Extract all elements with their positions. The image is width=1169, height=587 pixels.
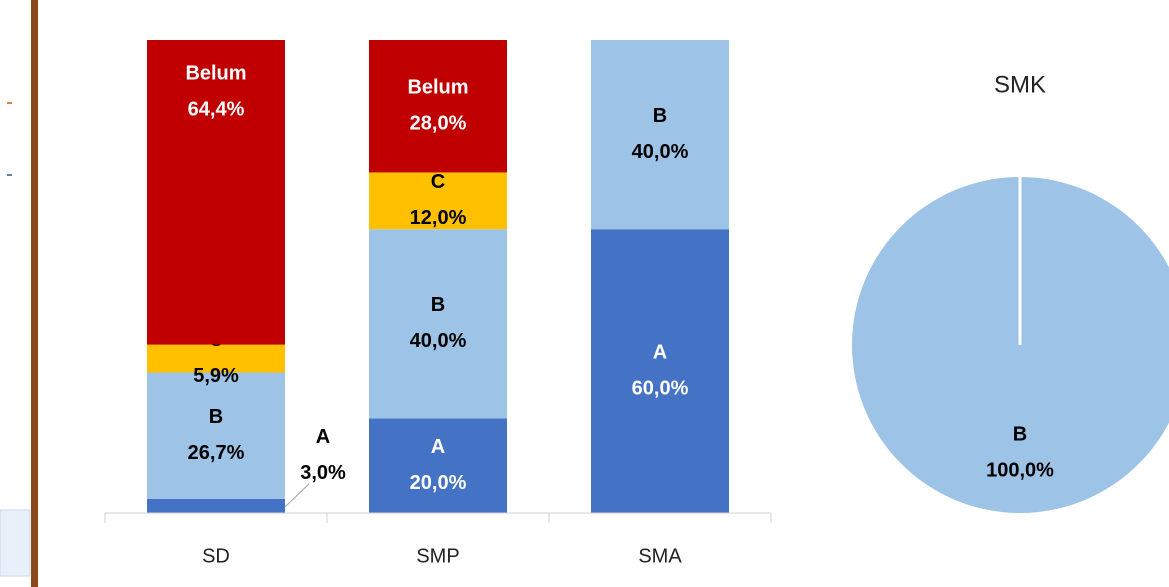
segment-label: 20,0% bbox=[410, 472, 467, 494]
segment-label: 40,0% bbox=[410, 330, 467, 352]
side-bar bbox=[31, 0, 38, 587]
pie-title: SMK bbox=[994, 71, 1046, 98]
bar-segment bbox=[369, 229, 507, 419]
segment-name: C bbox=[431, 171, 445, 193]
segment-label: 64,4% bbox=[188, 98, 245, 120]
segment-label: 28,0% bbox=[410, 113, 467, 135]
x-tick-label: SMA bbox=[638, 545, 682, 567]
segment-name: B bbox=[431, 294, 445, 316]
bar-segment bbox=[147, 372, 285, 499]
slice-label: 100,0% bbox=[986, 459, 1054, 481]
x-tick-label: SD bbox=[202, 545, 230, 567]
slice-name: B bbox=[1013, 423, 1027, 445]
segment-name: Belum bbox=[185, 62, 246, 84]
segment-label: 12,0% bbox=[410, 207, 467, 229]
segment-label: 40,0% bbox=[632, 141, 689, 163]
x-tick-label: SMP bbox=[416, 545, 459, 567]
segment-name: Belum bbox=[407, 77, 468, 99]
segment-label: 5,9% bbox=[193, 365, 239, 387]
segment-name: B bbox=[209, 406, 223, 428]
bar-segment bbox=[147, 498, 285, 513]
bar-segment bbox=[591, 229, 729, 513]
bar-segment bbox=[369, 418, 507, 513]
bar-segment bbox=[147, 344, 285, 373]
segment-name: A bbox=[431, 436, 445, 458]
segment-name: B bbox=[653, 105, 667, 127]
segment-name: A bbox=[316, 426, 330, 448]
bar-segment bbox=[369, 172, 507, 230]
bar-segment bbox=[591, 40, 729, 230]
pie-slice bbox=[852, 177, 1169, 513]
segment-label: 3,0% bbox=[300, 462, 346, 484]
bar-segment bbox=[369, 40, 507, 173]
bar-segment bbox=[147, 40, 285, 345]
leader-line bbox=[284, 483, 310, 508]
panel bbox=[0, 509, 31, 577]
segment-label: 26,7% bbox=[188, 442, 245, 464]
segment-name: A bbox=[653, 341, 667, 363]
segment-label: 60,0% bbox=[632, 377, 689, 399]
